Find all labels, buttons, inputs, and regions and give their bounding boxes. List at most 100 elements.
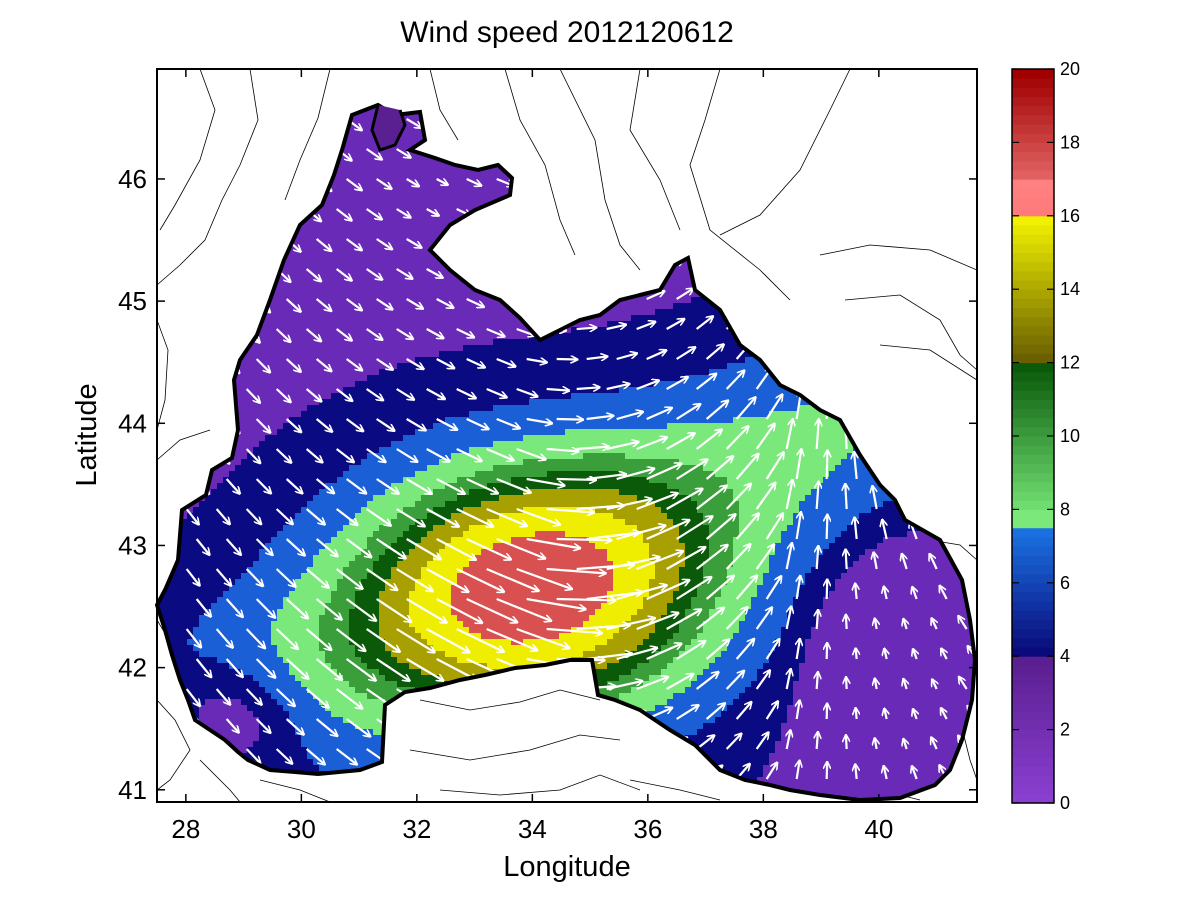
wind-arrow <box>396 268 413 279</box>
wind-arrow <box>456 388 476 398</box>
wind-arrow <box>884 649 886 660</box>
wind-arrow <box>346 358 363 370</box>
wind-arrow <box>765 701 778 720</box>
colorbar-band <box>1012 472 1054 483</box>
wind-arrow <box>556 539 612 540</box>
wind-arrow <box>396 628 435 652</box>
colorbar-band <box>1012 133 1054 143</box>
wind-arrow <box>346 718 371 736</box>
colorbar-band <box>1012 692 1054 703</box>
wind-arrow <box>315 478 334 493</box>
x-tick-label: 36 <box>633 814 662 844</box>
colorbar-band <box>1012 87 1054 98</box>
colorbar-band <box>1012 69 1054 79</box>
wind-arrow <box>735 454 759 480</box>
wind-arrow <box>285 418 302 432</box>
wind-arrow <box>335 388 353 401</box>
wind-arrow <box>466 178 482 186</box>
wind-arrow <box>725 544 751 570</box>
wind-arrow <box>666 489 703 510</box>
colorbar-band <box>1012 683 1054 694</box>
wind-arrow <box>426 568 469 592</box>
wind-arrow <box>426 388 445 399</box>
wind-arrow <box>335 688 363 709</box>
wind-arrow <box>215 568 231 586</box>
wind-arrow <box>576 387 600 389</box>
colorbar-band <box>1012 454 1054 465</box>
colorbar-band <box>1012 674 1054 685</box>
wind-arrow <box>526 597 586 609</box>
wind-arrow <box>285 358 301 372</box>
wind-arrow <box>636 613 679 631</box>
wind-arrow <box>795 512 801 540</box>
colorbar-band <box>1012 353 1054 364</box>
wind-arrow <box>346 538 372 557</box>
wind-arrow <box>396 328 413 339</box>
wind-arrow <box>827 450 828 480</box>
wind-arrow <box>646 644 682 661</box>
wind-arrow <box>616 526 666 541</box>
x-axis-label: Longitude <box>503 851 630 883</box>
wind-arrow <box>376 298 393 309</box>
y-tick-label: 44 <box>118 408 147 438</box>
wind-arrow <box>315 598 342 620</box>
wind-arrow <box>765 576 782 600</box>
wind-arrow <box>366 328 383 340</box>
wind-arrow <box>245 388 260 403</box>
wind-arrow <box>496 477 531 493</box>
wind-arrow <box>546 449 579 451</box>
wind-arrow <box>245 508 261 524</box>
colorbar-tick-label: 14 <box>1060 279 1080 299</box>
wind-arrow <box>275 568 296 587</box>
wind-arrow <box>285 478 303 493</box>
wind-arrow <box>765 639 780 660</box>
wind-arrow <box>616 648 658 661</box>
colorbar-band <box>1012 656 1054 666</box>
wind-arrow <box>255 358 270 373</box>
wind-arrow <box>912 587 916 600</box>
y-tick-label: 46 <box>118 164 147 194</box>
wind-arrow <box>366 508 391 526</box>
wind-arrow <box>606 325 626 329</box>
wind-arrow <box>456 508 494 527</box>
wind-arrow <box>275 448 292 463</box>
wind-arrow <box>546 567 606 573</box>
wind-arrow <box>396 508 425 526</box>
wind-arrow <box>666 319 685 330</box>
wind-arrow <box>930 554 938 570</box>
wind-arrow <box>516 567 572 589</box>
colorbar-band <box>1012 564 1054 575</box>
wind-arrow <box>616 469 655 481</box>
wind-arrow <box>785 419 793 450</box>
colorbar-band <box>1012 179 1054 189</box>
wind-arrow <box>875 619 877 630</box>
wind-arrow <box>466 478 498 493</box>
chart-title: Wind speed 2012120612 <box>400 16 734 49</box>
wind-arrow <box>765 452 784 480</box>
wind-arrow <box>932 679 937 690</box>
wind-arrow <box>255 418 271 433</box>
wind-arrow <box>305 268 321 281</box>
wind-arrow <box>255 598 275 618</box>
wind-arrow <box>646 520 690 541</box>
wind-arrow <box>695 374 717 390</box>
wind-arrow <box>486 327 505 337</box>
wind-arrow <box>586 416 614 419</box>
wind-arrow <box>456 628 504 652</box>
wind-arrow <box>586 474 626 481</box>
wind-arrow <box>695 316 713 330</box>
wind-arrow <box>335 508 358 525</box>
y-axis-ticks: 41 42 43 44 45 46 <box>118 164 977 805</box>
wind-arrow <box>606 557 660 571</box>
wind-arrow <box>376 538 406 558</box>
wind-arrow <box>616 412 643 421</box>
wind-arrow <box>406 658 444 681</box>
wind-arrow <box>516 627 570 648</box>
wind-arrow <box>913 649 917 660</box>
wind-arrow <box>245 448 261 463</box>
wind-arrow <box>666 610 702 630</box>
wind-arrow <box>366 628 400 652</box>
wind-arrow <box>556 479 596 480</box>
wind-arrow <box>725 426 749 450</box>
wind-arrow <box>646 291 665 301</box>
